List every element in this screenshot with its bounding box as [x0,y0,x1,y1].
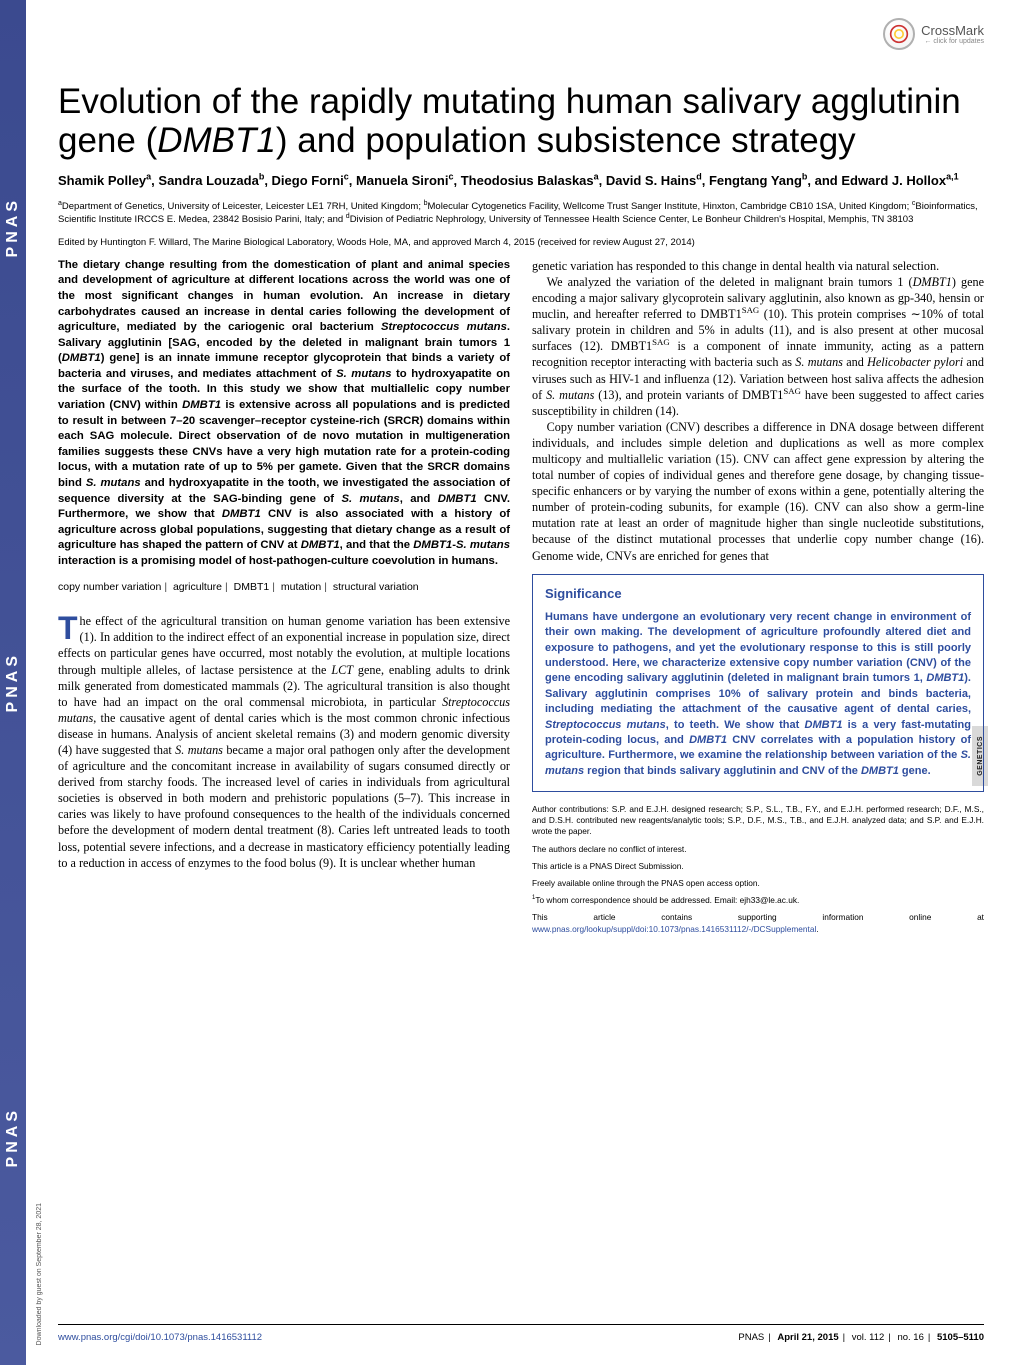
submission-type: This article is a PNAS Direct Submission… [532,861,984,872]
affiliations: aDepartment of Genetics, University of L… [58,201,984,227]
footer-issue: no. 16 [897,1332,923,1343]
supporting-information: This article contains supporting informa… [532,912,984,934]
title-part-post: ) and population subsistence strategy [276,121,856,160]
crossmark-label: CrossMark [921,23,984,38]
pnas-vertical-label: PNAS [4,197,22,257]
edited-by-line: Edited by Huntington F. Willard, The Mar… [58,237,984,248]
conflict-of-interest: The authors declare no conflict of inter… [532,844,984,855]
crossmark-icon [883,18,915,50]
footer-meta: PNAS| April 21, 2015| vol. 112| no. 16| … [738,1332,984,1343]
left-column: The dietary change resulting from the do… [58,258,510,941]
page-content: CrossMark ← click for updates Evolution … [58,24,984,941]
footer-date: April 21, 2015 [777,1332,838,1343]
keyword: agriculture [173,581,222,593]
crossmark-sublabel: ← click for updates [921,38,984,45]
significance-heading: Significance [545,585,971,602]
pnas-sidebar-stripe: PNAS PNAS PNAS [0,0,26,1365]
abstract-block: The dietary change resulting from the do… [58,258,510,570]
significance-box: Significance Humans have undergone an ev… [532,574,984,792]
body-text-left: The effect of the agricultural transitio… [58,613,510,871]
author-contributions: Author contributions: S.P. and E.J.H. de… [532,804,984,838]
si-text-pre: This article contains supporting informa… [532,912,984,922]
keyword: structural variation [333,581,419,593]
download-note: Downloaded by guest on September 28, 202… [36,1203,43,1345]
footer-journal: PNAS [738,1332,764,1343]
footer-doi[interactable]: www.pnas.org/cgi/doi/10.1073/pnas.141653… [58,1332,262,1343]
crossmark-text-block: CrossMark ← click for updates [921,23,984,45]
title-gene-name: DMBT1 [157,121,276,160]
author-list: Shamik Polleya, Sandra Louzadab, Diego F… [58,172,984,191]
corresponding-author: 1To whom correspondence should be addres… [532,895,984,906]
keywords-line: copy number variation| agriculture| DMBT… [58,581,510,595]
right-column: genetic variation has responded to this … [532,258,984,941]
pnas-vertical-label: PNAS [4,652,22,712]
footer-volume: vol. 112 [852,1332,885,1343]
si-link[interactable]: www.pnas.org/lookup/suppl/doi:10.1073/pn… [532,924,816,934]
si-text-post: . [816,924,818,934]
footer-pages: 5105–5110 [937,1332,984,1343]
crossmark-badge[interactable]: CrossMark ← click for updates [883,18,984,50]
keyword: DMBT1 [234,581,270,593]
page-footer: www.pnas.org/cgi/doi/10.1073/pnas.141653… [58,1332,984,1343]
open-access-note: Freely available online through the PNAS… [532,878,984,889]
keyword: mutation [281,581,321,593]
article-title: Evolution of the rapidly mutating human … [58,82,984,160]
pnas-vertical-label: PNAS [4,1107,22,1167]
footer-rule [58,1324,984,1325]
two-column-body: The dietary change resulting from the do… [58,258,984,941]
body-text-right-top: genetic variation has responded to this … [532,258,984,564]
significance-body: Humans have undergone an evolutionary ve… [545,610,971,779]
keyword: copy number variation [58,581,161,593]
